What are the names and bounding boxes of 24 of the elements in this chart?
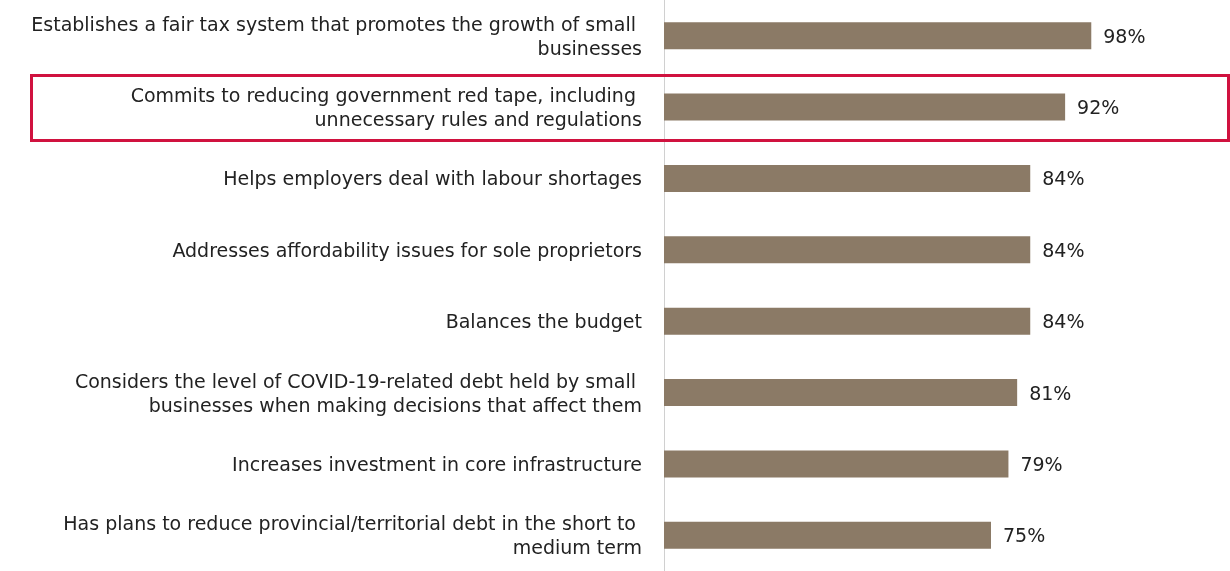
y-tick-label: Has plans to reduce provincial/territorial debt in the short to medium term xyxy=(63,512,642,559)
data-label: 75% xyxy=(1003,524,1046,547)
bar xyxy=(664,236,1031,264)
y-tick-label: Commits to reducing government red tape, including unnecessary rules and regulations xyxy=(130,84,642,131)
y-tick-label: Considers the level of COVID-19-related debt held by small businesses when making decisions that affect them xyxy=(74,369,642,416)
bar xyxy=(664,22,1092,50)
data-label: 81% xyxy=(1029,381,1072,404)
y-tick-label: Establishes a fair tax system that promotes the growth of small businesses xyxy=(31,12,642,59)
data-label: 84% xyxy=(1042,238,1085,261)
bar xyxy=(664,521,991,549)
data-label: 98% xyxy=(1103,24,1146,47)
data-label: 84% xyxy=(1042,310,1085,333)
bar xyxy=(664,93,1066,121)
bar xyxy=(664,164,1031,192)
y-tick-label: Helps employers deal with labour shortages xyxy=(223,167,642,190)
bar xyxy=(664,307,1031,335)
bar xyxy=(664,379,1018,407)
data-label: 92% xyxy=(1077,96,1120,119)
data-label: 79% xyxy=(1020,452,1063,475)
y-tick-label: Addresses affordability issues for sole proprietors xyxy=(172,238,642,261)
data-label: 84% xyxy=(1042,167,1085,190)
bar xyxy=(664,450,1009,478)
y-tick-label: Balances the budget xyxy=(445,310,642,333)
y-tick-label: Increases investment in core infrastructure xyxy=(232,452,642,475)
